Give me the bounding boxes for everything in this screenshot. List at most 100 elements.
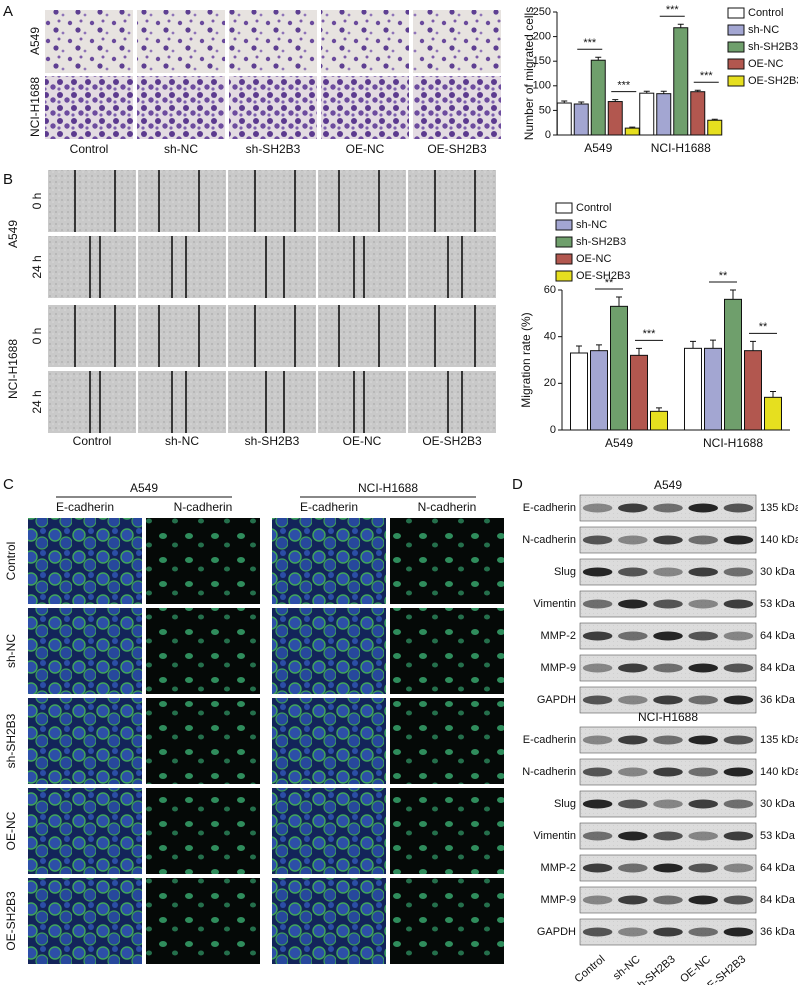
size-label: 64 kDa [760, 862, 796, 874]
scratch-image [48, 305, 136, 367]
fluorescence-image [272, 788, 386, 874]
blot-title: NCI-H1688 [638, 710, 698, 724]
bar [690, 91, 706, 136]
size-label: 140 kDa [760, 766, 798, 778]
bar [656, 93, 672, 136]
protein-label: Vimentin [533, 598, 576, 610]
column-label: OE-NC [343, 434, 382, 448]
error-bar [660, 90, 667, 94]
fluorescence-image [146, 788, 260, 874]
legend-label: OE-NC [576, 253, 612, 265]
fluorescence-image [272, 878, 386, 964]
column-label: OE-SH2B3 [427, 142, 487, 156]
column-label: sh-SH2B3 [245, 434, 300, 448]
blot-band [688, 927, 718, 937]
error-bar [561, 100, 568, 104]
size-label: 135 kDa [760, 502, 798, 514]
blot-band [582, 927, 613, 937]
blot-band [688, 535, 718, 545]
error-bar [750, 340, 756, 351]
blot-band [688, 799, 718, 809]
scratch-image [48, 236, 136, 298]
x-tick-label: A549 [584, 141, 612, 155]
blot-band [618, 863, 648, 873]
error-bar [690, 340, 696, 349]
blot-band [688, 631, 718, 641]
y-tick-label: 200 [533, 31, 551, 43]
blot-band [653, 599, 683, 609]
fluorescence-image [272, 608, 386, 694]
error-bar [636, 347, 642, 356]
bar [556, 102, 572, 136]
fluorescence-image [272, 518, 386, 604]
blot-band [688, 831, 718, 841]
scratch-image [228, 236, 316, 298]
legend-label: sh-SH2B3 [748, 41, 798, 53]
bar [610, 305, 628, 431]
blot-band [653, 799, 683, 809]
blot-band [653, 927, 683, 937]
blot-band [688, 695, 718, 705]
blot-band [582, 599, 613, 609]
blot-band [723, 567, 754, 577]
size-label: 84 kDa [760, 662, 796, 674]
size-label: 36 kDa [760, 694, 796, 706]
blot-band [688, 663, 718, 673]
micrograph [321, 76, 409, 139]
blot-band [653, 767, 683, 777]
error-bar [612, 99, 619, 102]
fluorescence-image [146, 878, 260, 964]
legend-label: OE-NC [748, 58, 784, 70]
error-bar [694, 89, 701, 92]
error-bar [643, 90, 650, 94]
legend-swatch [555, 253, 573, 265]
lane-label: sh-NC [611, 953, 643, 982]
fluorescence-image [390, 698, 504, 784]
blot-band [653, 895, 683, 905]
error-bar [596, 344, 602, 351]
blot-band [582, 567, 613, 577]
row-label: A549 [28, 27, 42, 55]
blot-band [688, 567, 718, 577]
blot-band [653, 735, 683, 745]
error-bar [578, 101, 585, 105]
blot-band [582, 863, 613, 873]
legend-label: Control [576, 202, 611, 214]
blot-title: A549 [654, 478, 682, 492]
bar [639, 92, 655, 136]
significance-label: *** [666, 4, 680, 16]
protein-label: GAPDH [537, 694, 576, 706]
protein-label: GAPDH [537, 926, 576, 938]
error-bar [629, 126, 636, 129]
fluorescence-image [28, 788, 142, 874]
cell-line-label: A549 [130, 481, 158, 495]
y-tick-label: 60 [544, 284, 556, 296]
fluorescence-image [272, 698, 386, 784]
blot-band [688, 503, 718, 513]
legend-swatch [727, 24, 745, 36]
blot-band [582, 735, 613, 745]
x-tick-label: A549 [605, 436, 633, 450]
column-label: Control [70, 142, 109, 156]
blot-band [618, 535, 648, 545]
bar [573, 103, 589, 136]
micrograph [229, 76, 317, 139]
protein-label: E-cadherin [523, 502, 576, 514]
blot-band [582, 663, 613, 673]
scratch-image [318, 170, 406, 232]
blot-band [688, 599, 718, 609]
micrograph [137, 10, 225, 73]
x-tick-label: NCI-H1688 [703, 436, 763, 450]
bar [764, 396, 782, 431]
fluorescence-image [28, 608, 142, 694]
time-label: 24 h [30, 255, 44, 278]
bar [590, 350, 608, 431]
legend-swatch [555, 236, 573, 248]
micrograph [413, 10, 501, 73]
error-bar [616, 296, 622, 307]
error-bar [595, 56, 602, 61]
scratch-image [228, 305, 316, 367]
blot-band [653, 663, 683, 673]
blot-band [582, 831, 613, 841]
